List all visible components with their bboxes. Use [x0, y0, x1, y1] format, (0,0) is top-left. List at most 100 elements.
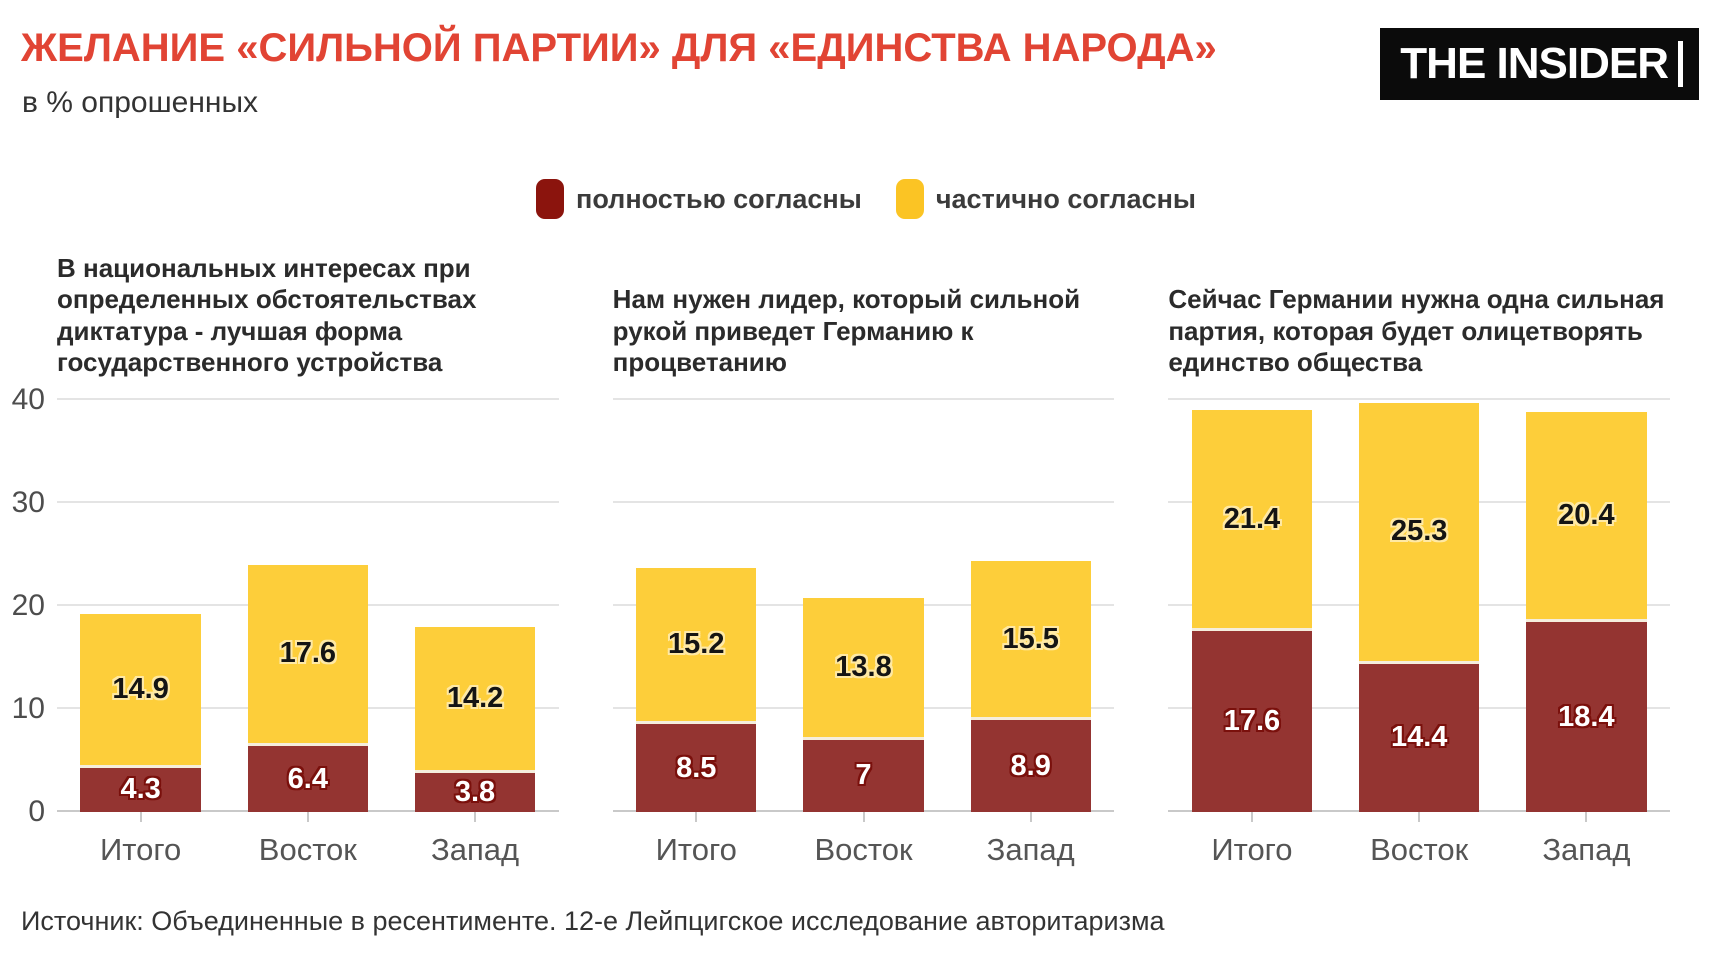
legend: полностью согласны частично согласны [0, 179, 1732, 219]
x-label-Итого: Итого [99, 832, 182, 867]
segment-partial-agree: 14.2 [414, 626, 536, 773]
logo-text: THE INSIDER [1400, 39, 1669, 88]
y-axis-label-30: 30 [11, 486, 45, 519]
page-title: ЖЕЛАНИЕ «СИЛЬНОЙ ПАРТИИ» ДЛЯ «ЕДИНСТВА Н… [21, 26, 1217, 70]
segment-partial-agree: 14.9 [80, 614, 201, 768]
x-tick [1029, 812, 1032, 822]
segment-full-agree: 17.6 [1191, 630, 1313, 812]
x-label-Запад: Запад [430, 832, 520, 867]
segment-partial-agree: 15.5 [970, 560, 1091, 721]
x-tick [1585, 812, 1588, 822]
logo-cursor-bar [1678, 41, 1683, 87]
value-label-full: 18.4 [1558, 700, 1615, 733]
x-axis-ticks [1168, 812, 1670, 822]
stacked-bar-Восток: 25.3 14.4 [1358, 400, 1480, 812]
value-label-partial: 13.8 [835, 650, 892, 683]
segment-partial-agree: 20.4 [1526, 412, 1647, 623]
legend-label-full-agree: полностью согласны [576, 183, 862, 214]
value-label-full: 8.9 [1010, 749, 1051, 782]
x-label-Восток: Восток [258, 832, 357, 867]
source-note: Источник: Объединенные в ресентименте. 1… [21, 906, 1165, 936]
value-label-partial: 14.2 [446, 681, 504, 714]
gridline-40 [612, 398, 1115, 400]
segment-full-agree: 8.9 [970, 720, 1091, 812]
segment-partial-agree: 25.3 [1358, 403, 1480, 664]
gridline-40 [1168, 398, 1671, 400]
chart-panel-2: Нам нужен лидер, который сильной рукой п… [612, 250, 1115, 868]
value-label-partial: 20.4 [1558, 499, 1615, 532]
x-axis-labels: Итого Восток Запад [1168, 822, 1670, 868]
value-label-full: 4.3 [120, 773, 161, 806]
value-label-partial: 15.5 [1002, 622, 1059, 655]
value-label-full: 14.4 [1390, 721, 1448, 754]
segment-full-agree: 18.4 [1526, 622, 1647, 812]
chart-plot-3: 21.4 17.6 25.3 14.4 20.4 18.4 [1168, 398, 1671, 812]
stacked-bar-Итого: 14.9 4.3 [80, 400, 201, 812]
chart-title-1: В национальных интересах при определенны… [57, 253, 477, 377]
legend-swatch-full-agree-icon [536, 179, 565, 219]
segment-full-agree: 4.3 [80, 767, 201, 812]
value-label-partial: 21.4 [1223, 502, 1281, 535]
x-tick [474, 812, 477, 822]
y-axis-label-0: 0 [28, 795, 45, 828]
x-tick [306, 812, 309, 822]
segment-full-agree: 6.4 [247, 746, 369, 812]
bars-group: 14.9 4.3 17.6 6.4 14.2 3.8 [57, 400, 559, 812]
y-axis-label-20: 20 [11, 589, 45, 622]
value-label-full: 17.6 [1223, 704, 1281, 737]
stacked-bar-Запад: 15.5 8.9 [970, 400, 1091, 812]
x-tick [139, 812, 142, 822]
chart-panel-1: В национальных интересах при определенны… [12, 250, 559, 868]
x-label-Запад: Запад [1542, 832, 1631, 867]
x-tick [695, 812, 698, 822]
segment-partial-agree: 21.4 [1191, 410, 1313, 631]
x-axis-ticks [57, 812, 559, 822]
charts-row: В национальных интересах при определенны… [12, 250, 1671, 868]
stacked-bar-Итого: 15.2 8.5 [636, 400, 757, 812]
legend-item-full-agree: полностью согласны [536, 179, 862, 219]
segment-partial-agree: 15.2 [636, 567, 757, 725]
stacked-bar-Итого: 21.4 17.6 [1191, 400, 1313, 812]
legend-item-partial-agree: частично согласны [895, 179, 1196, 219]
stacked-bar-Запад: 20.4 18.4 [1526, 400, 1647, 812]
segment-partial-agree: 17.6 [247, 564, 369, 747]
gridline-30 [57, 501, 559, 503]
bars-group: 21.4 17.6 25.3 14.4 20.4 18.4 [1168, 400, 1670, 812]
segment-full-agree: 14.4 [1358, 663, 1480, 812]
value-label-partial: 14.9 [112, 672, 169, 705]
x-tick [1418, 812, 1421, 822]
value-label-partial: 25.3 [1390, 515, 1448, 548]
x-label-Итого: Итого [655, 832, 737, 867]
gridline-30 [612, 501, 1115, 503]
x-label-Восток: Восток [814, 832, 913, 867]
value-label-full: 8.5 [676, 751, 717, 784]
bars-group: 15.2 8.5 13.8 7 15.5 8.9 [613, 400, 1115, 812]
gridline-40 [57, 398, 559, 400]
value-label-full: 6.4 [287, 762, 328, 795]
x-label-Запад: Запад [986, 832, 1075, 867]
segment-full-agree: 7 [803, 739, 924, 812]
legend-label-partial-agree: частично согласны [935, 183, 1196, 214]
chart-title-2: Нам нужен лидер, который сильной рукой п… [612, 284, 1081, 377]
stacked-bar-Восток: 17.6 6.4 [247, 400, 369, 812]
chart-plot-1: 0 10 20 30 40 14.9 4.3 17.6 6.4 14.2 3.8 [12, 385, 559, 827]
segment-full-agree: 8.5 [636, 724, 757, 812]
value-label-full: 3.8 [454, 775, 496, 808]
x-tick [1250, 812, 1253, 822]
segment-partial-agree: 13.8 [803, 597, 924, 740]
y-axis-label-10: 10 [11, 692, 45, 725]
chart-title-3: Сейчас Германии нужна одна сильная парти… [1168, 284, 1665, 377]
value-label-full: 7 [855, 759, 872, 792]
stacked-bar-Восток: 13.8 7 [803, 400, 924, 812]
chart-plot-2: 15.2 8.5 13.8 7 15.5 8.9 [612, 398, 1115, 812]
legend-swatch-partial-agree-icon [895, 179, 924, 219]
x-axis-labels: Итого Восток Запад [57, 822, 559, 868]
value-label-partial: 15.2 [668, 628, 725, 661]
x-tick [862, 812, 865, 822]
stacked-bar-Запад: 14.2 3.8 [414, 400, 536, 812]
y-axis-label-40: 40 [11, 383, 45, 416]
x-axis-ticks [613, 812, 1115, 822]
the-insider-logo: THE INSIDER [1380, 28, 1699, 100]
value-label-partial: 17.6 [279, 637, 337, 670]
